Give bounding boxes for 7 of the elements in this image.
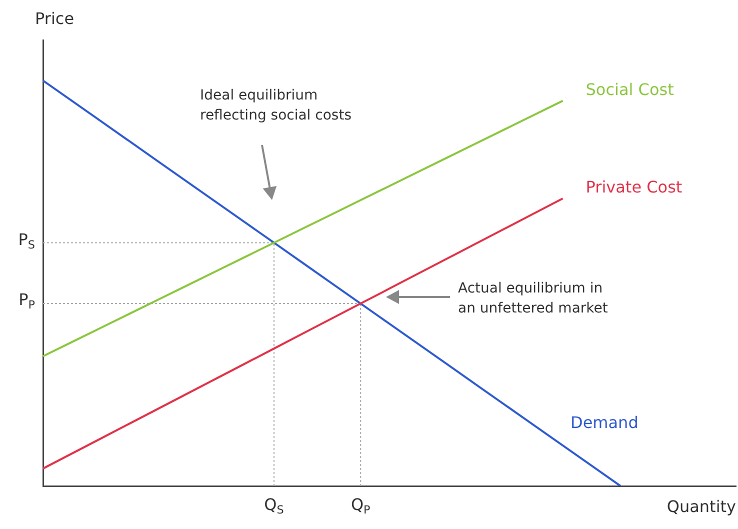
series-label: Private Cost xyxy=(586,178,682,197)
series-label: Social Cost xyxy=(586,80,674,99)
annotation: Ideal equilibrium reflecting social costs xyxy=(200,88,352,124)
x-axis-title: Quantity xyxy=(666,497,736,516)
series-label: Demand xyxy=(570,413,638,432)
y-axis-title: Price xyxy=(35,9,74,28)
annotation: Actual equilibrium in an unfettered market xyxy=(458,280,608,317)
